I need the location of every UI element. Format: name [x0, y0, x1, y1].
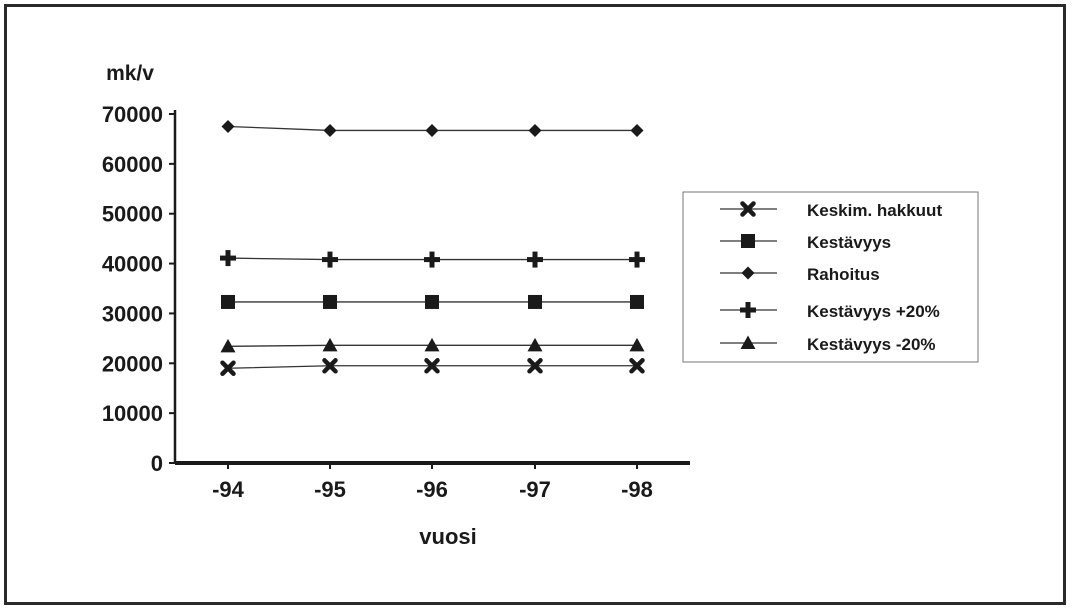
legend-marker-plus: [740, 302, 756, 318]
data-point-square: [630, 294, 644, 309]
data-point-square: [528, 294, 542, 309]
data-point-triangle: [322, 337, 338, 352]
data-point-diamond: [323, 123, 337, 137]
legend-label: Kestävyys +20%: [807, 302, 940, 321]
x-axis-label: vuosi: [419, 524, 476, 549]
legend-label: Rahoitus: [807, 265, 880, 284]
legend-label: Kestävyys -20%: [807, 335, 936, 354]
y-tick-label: 10000: [102, 401, 163, 426]
data-point-square: [425, 294, 439, 309]
data-point-triangle: [629, 337, 645, 352]
y-axis-label: mk/v: [106, 62, 154, 85]
y-tick-label: 20000: [102, 351, 163, 376]
data-point-x: [527, 358, 543, 374]
data-point-x: [220, 360, 236, 377]
data-point-diamond: [630, 123, 644, 137]
data-point-triangle: [220, 338, 236, 353]
data-point-x: [629, 358, 645, 374]
data-point-plus: [322, 251, 338, 268]
data-point-triangle: [527, 337, 543, 352]
y-tick-label: 30000: [102, 301, 163, 326]
legend-marker-square: [741, 234, 755, 248]
legend-marker-triangle: [740, 335, 756, 349]
x-tick-label: -95: [314, 477, 346, 502]
x-tick-label: -98: [621, 477, 653, 502]
y-tick-label: 50000: [102, 202, 163, 227]
legend-box: [682, 191, 979, 363]
y-tick-label: 70000: [102, 102, 163, 127]
legend-label: Keskim. hakkuut: [807, 201, 942, 220]
y-tick-label: 0: [151, 451, 163, 476]
x-tick-label: -96: [416, 477, 448, 502]
data-point-triangle: [424, 337, 440, 352]
y-tick-label: 60000: [102, 152, 163, 177]
data-point-plus: [527, 251, 543, 268]
data-point-square: [323, 294, 337, 309]
legend-marker-x: [740, 201, 756, 217]
legend-label: Kestävyys: [807, 233, 891, 252]
data-point-x: [322, 358, 338, 374]
data-point-diamond: [528, 123, 542, 137]
data-point-plus: [424, 251, 440, 268]
y-tick-label: 40000: [102, 252, 163, 277]
x-tick-label: -94: [212, 477, 245, 502]
legend-marker-diamond: [741, 266, 755, 280]
data-point-diamond: [425, 123, 439, 137]
data-point-square: [221, 294, 235, 309]
x-tick-label: -97: [519, 477, 551, 502]
data-point-plus: [629, 251, 645, 268]
data-point-x: [424, 358, 440, 374]
data-point-plus: [220, 250, 236, 267]
data-point-diamond: [221, 119, 235, 133]
